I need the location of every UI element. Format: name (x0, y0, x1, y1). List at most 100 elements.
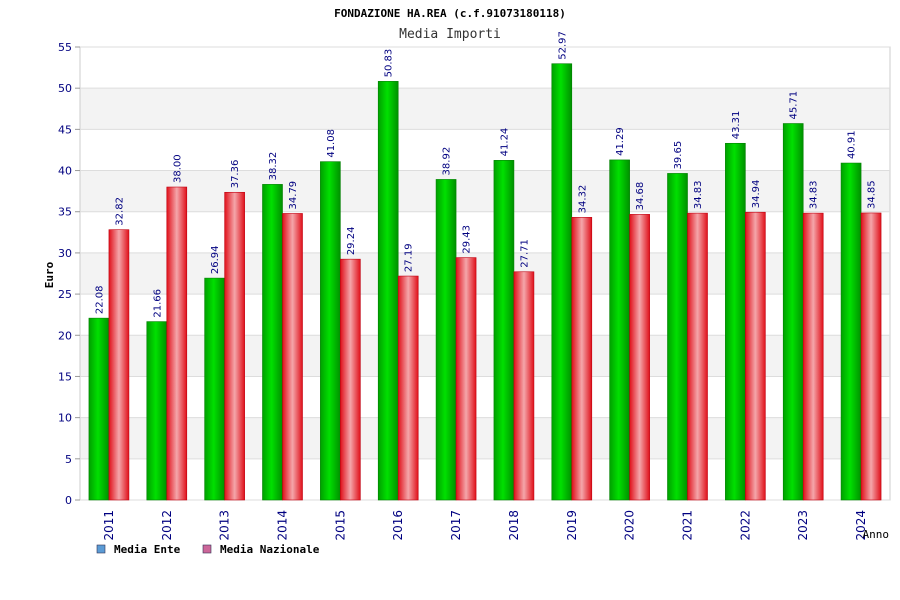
x-tick-label: 2019 (565, 510, 579, 541)
bar-media-ente (88, 317, 110, 501)
x-tick-label: 2021 (681, 510, 695, 541)
data-label: 38.00 (172, 154, 183, 183)
plot-band (80, 47, 890, 89)
y-tick-label: 25 (58, 288, 72, 301)
legend-swatch-media-nazionale (202, 544, 212, 554)
data-label: 40.91 (847, 130, 858, 159)
y-tick-label: 30 (58, 247, 72, 260)
y-tick-label: 20 (58, 329, 72, 342)
chart-title: FONDAZIONE HA.REA (c.f.91073180118) (334, 7, 566, 20)
bars (88, 63, 882, 501)
data-label: 34.83 (809, 180, 820, 209)
bar-media-nazionale (108, 229, 130, 501)
x-tick-label: 2024 (854, 510, 868, 541)
data-label: 38.92 (442, 147, 453, 176)
bar-media-nazionale (860, 212, 882, 501)
bar-media-ente (146, 321, 168, 501)
x-tick-label: 2015 (333, 510, 347, 541)
bar-media-ente (204, 277, 225, 501)
y-tick-label: 45 (58, 123, 72, 136)
bar-media-nazionale (455, 257, 477, 501)
bar-media-ente (262, 184, 283, 501)
bar-media-nazionale (629, 214, 650, 501)
plot-band (80, 88, 890, 130)
data-label: 41.08 (326, 129, 337, 158)
legend-label-media-ente: Media Ente (114, 543, 181, 556)
plot-area (79, 46, 891, 501)
bar-media-ente (320, 161, 341, 501)
x-tick-label: 2023 (796, 510, 810, 541)
data-label: 27.71 (519, 239, 530, 268)
y-tick-label: 10 (58, 412, 72, 425)
bar-media-nazionale (802, 212, 824, 501)
plot-band (80, 211, 890, 253)
data-label: 29.43 (462, 225, 473, 254)
y-tick-label: 40 (58, 165, 72, 178)
plot-band (80, 335, 890, 377)
data-label: 34.68 (635, 182, 646, 211)
data-label: 38.32 (268, 152, 279, 181)
y-axis-ticks: 0 5 10 15 20 25 30 35 40 45 50 55 (58, 41, 72, 507)
bar-media-ente (782, 123, 804, 501)
bar-media-ente (840, 162, 862, 501)
x-tick-label: 2022 (738, 510, 752, 541)
bar-media-ente (609, 159, 630, 501)
legend-label-media-nazionale: Media Nazionale (220, 543, 320, 556)
bar-media-nazionale (166, 186, 188, 501)
bar-media-nazionale (745, 211, 766, 501)
data-label: 52.97 (557, 31, 568, 60)
x-tick-label: 2013 (218, 510, 232, 541)
plot-band (80, 417, 890, 459)
bar-media-ente (377, 81, 399, 501)
y-tick-label: 35 (58, 206, 72, 219)
y-tick-label: 55 (58, 41, 72, 54)
data-label: 29.24 (346, 227, 357, 256)
x-axis-ticks: 2011 2012 2013 2014 2015 2016 2017 2018 2019 2020… (102, 510, 868, 541)
y-tick-label: 0 (65, 494, 72, 507)
x-tick-label: 2016 (391, 510, 405, 541)
x-tick-label: 2020 (623, 510, 637, 541)
bar-media-nazionale (513, 271, 535, 501)
x-tick-label: 2011 (102, 510, 116, 541)
plot-band (80, 376, 890, 418)
data-label: 34.94 (751, 180, 762, 209)
data-label: 37.36 (230, 160, 241, 189)
y-tick-label: 15 (58, 370, 72, 383)
bar-media-ente (493, 160, 515, 501)
y-tick-label: 50 (58, 82, 72, 95)
x-tick-label: 2014 (276, 510, 290, 541)
plot-band (80, 294, 890, 336)
data-label: 50.83 (384, 49, 395, 78)
x-tick-label: 2012 (160, 510, 174, 541)
bar-media-nazionale (687, 212, 708, 501)
data-label: 26.94 (210, 245, 221, 274)
plot-band (80, 129, 890, 171)
bar-media-nazionale (340, 258, 361, 501)
bar-media-ente (725, 142, 746, 501)
data-label: 41.29 (615, 127, 626, 156)
data-label: 39.65 (673, 141, 684, 170)
data-label: 34.32 (577, 185, 588, 214)
x-tick-label: 2017 (449, 510, 463, 541)
plot-band (80, 170, 890, 212)
data-label: 21.66 (152, 289, 163, 318)
bar-media-nazionale (282, 213, 303, 501)
data-label: 22.08 (94, 286, 105, 315)
y-tick-label: 5 (65, 453, 72, 466)
data-label: 34.79 (288, 181, 299, 210)
plot-band (80, 252, 890, 295)
data-label: 45.71 (789, 91, 800, 120)
data-label: 32.82 (114, 197, 125, 226)
x-axis-title: Anno (863, 528, 890, 541)
legend: Media Ente Media Nazionale (96, 543, 320, 556)
x-tick-label: 2018 (507, 510, 521, 541)
y-axis-title: Euro (43, 261, 56, 288)
plot-band (80, 458, 890, 500)
bar-media-nazionale (571, 217, 593, 501)
data-label: 34.85 (867, 180, 878, 209)
data-label: 34.83 (693, 180, 704, 209)
data-labels: 22.08 32.82 21.66 38.00 26.94 37.36 38.32 34.79… (94, 31, 877, 318)
bar-media-ente (435, 179, 457, 501)
bar-media-ente (551, 63, 573, 501)
